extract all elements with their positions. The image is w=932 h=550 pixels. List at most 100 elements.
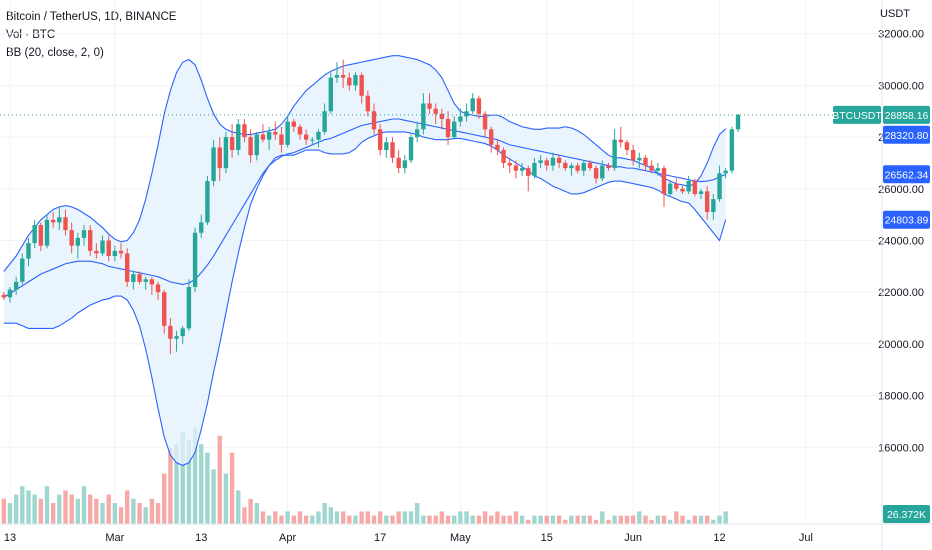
volume-bar [334, 511, 340, 524]
volume-bar [310, 515, 315, 524]
volume-bar [686, 519, 691, 524]
candle-body [20, 258, 25, 282]
candle-body [526, 168, 531, 176]
volume-bar [303, 515, 309, 524]
volume-bar [581, 515, 586, 524]
volume-bar [661, 515, 667, 524]
candle-body [563, 162, 568, 169]
volume-bar [285, 511, 290, 524]
volume-bar [637, 511, 642, 524]
symbol-title: Bitcoin / TetherUS, 1D, BINANCE [6, 11, 177, 23]
candle-body [501, 150, 506, 163]
candle-body [433, 108, 438, 114]
volume-bar [476, 515, 482, 524]
candle-body [624, 142, 630, 151]
candle-body [131, 274, 136, 282]
candle-body [285, 121, 290, 145]
volume-bar [149, 498, 155, 524]
candle-body [396, 157, 401, 169]
volume-bar [347, 515, 352, 524]
volume-bar [563, 519, 568, 524]
volume-bar [359, 511, 364, 524]
volume-bar [229, 452, 235, 524]
volume-bar [630, 515, 636, 524]
candle-body [75, 237, 81, 246]
volume-bar [340, 511, 346, 524]
basis-price-tag: 26562.34 [885, 169, 929, 181]
candle-body [704, 191, 710, 213]
candle-body [476, 98, 482, 114]
volume-bar [254, 503, 259, 524]
candle-body [414, 129, 420, 138]
candle-body [199, 222, 204, 233]
volume-bar [674, 511, 679, 524]
volume-bar [155, 503, 161, 524]
volume-bar [556, 515, 562, 524]
x-tick-label: 15 [541, 532, 553, 544]
volume-bar [32, 494, 37, 524]
candle-body [180, 328, 185, 337]
volume-bar [57, 494, 62, 524]
volume-bar [87, 494, 93, 524]
candle-body [57, 217, 62, 223]
y-tick-label: 22000.00 [878, 287, 924, 299]
candle-body [550, 157, 556, 166]
candle-body [593, 168, 599, 179]
candle-body [50, 219, 56, 223]
candle-body [118, 250, 124, 254]
candle-body [519, 168, 525, 171]
candle-body [600, 165, 605, 179]
volume-bar [223, 473, 229, 524]
candle-body [452, 121, 457, 138]
volume-bar [396, 511, 401, 524]
volume-bar [236, 490, 241, 524]
y-tick-label: 16000.00 [878, 442, 924, 454]
volume-bar [612, 515, 617, 524]
volume-bar [162, 473, 167, 524]
upper-band-line [3, 55, 727, 272]
volume-bars [1, 427, 728, 524]
volume-bar [593, 519, 599, 524]
volume-bar [414, 503, 420, 524]
bollinger-indicator-label: BB (20, close, 2, 0) [6, 47, 104, 59]
volume-bar [390, 515, 395, 524]
candle-body [81, 230, 87, 238]
candle-body [347, 77, 352, 86]
volume-bar [470, 515, 475, 524]
x-tick-label: 12 [713, 532, 725, 544]
candle-body [569, 165, 574, 169]
volume-bar [408, 511, 414, 524]
volume-bar [217, 435, 222, 524]
volume-bar [199, 444, 204, 524]
volume-bar [266, 515, 272, 524]
candle-body [69, 230, 74, 246]
candle-body [303, 134, 309, 140]
candle-body [612, 139, 617, 169]
candle-body [322, 111, 327, 132]
candle-body [44, 219, 50, 246]
volume-bar [717, 515, 722, 524]
volume-bar [643, 515, 648, 524]
candle-body [87, 230, 93, 251]
volume-bar [174, 444, 179, 524]
upper-price-tag-bg [883, 125, 930, 144]
volume-bar [143, 507, 148, 524]
volume-bar [75, 498, 81, 524]
volume-bar [723, 511, 728, 524]
candle-body [581, 162, 586, 171]
candle-body [692, 181, 698, 194]
candle-body [328, 77, 334, 112]
candle-body [661, 168, 667, 194]
x-tick-label: Jul [799, 532, 813, 544]
candle-body [637, 157, 642, 161]
last-price-tag-bg [883, 105, 930, 124]
x-tick-label: 17 [374, 532, 386, 544]
volume-bar [698, 515, 704, 524]
candles [1, 59, 741, 355]
volume-bar [587, 515, 593, 524]
candle-body [162, 292, 167, 326]
y-tick-label: 32000.00 [878, 29, 924, 41]
candle-body [260, 134, 266, 140]
candle-body [458, 116, 463, 122]
